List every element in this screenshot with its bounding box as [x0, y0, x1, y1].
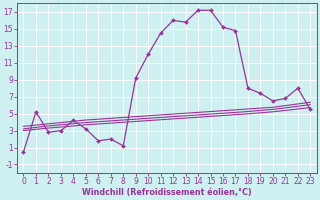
- X-axis label: Windchill (Refroidissement éolien,°C): Windchill (Refroidissement éolien,°C): [82, 188, 252, 197]
